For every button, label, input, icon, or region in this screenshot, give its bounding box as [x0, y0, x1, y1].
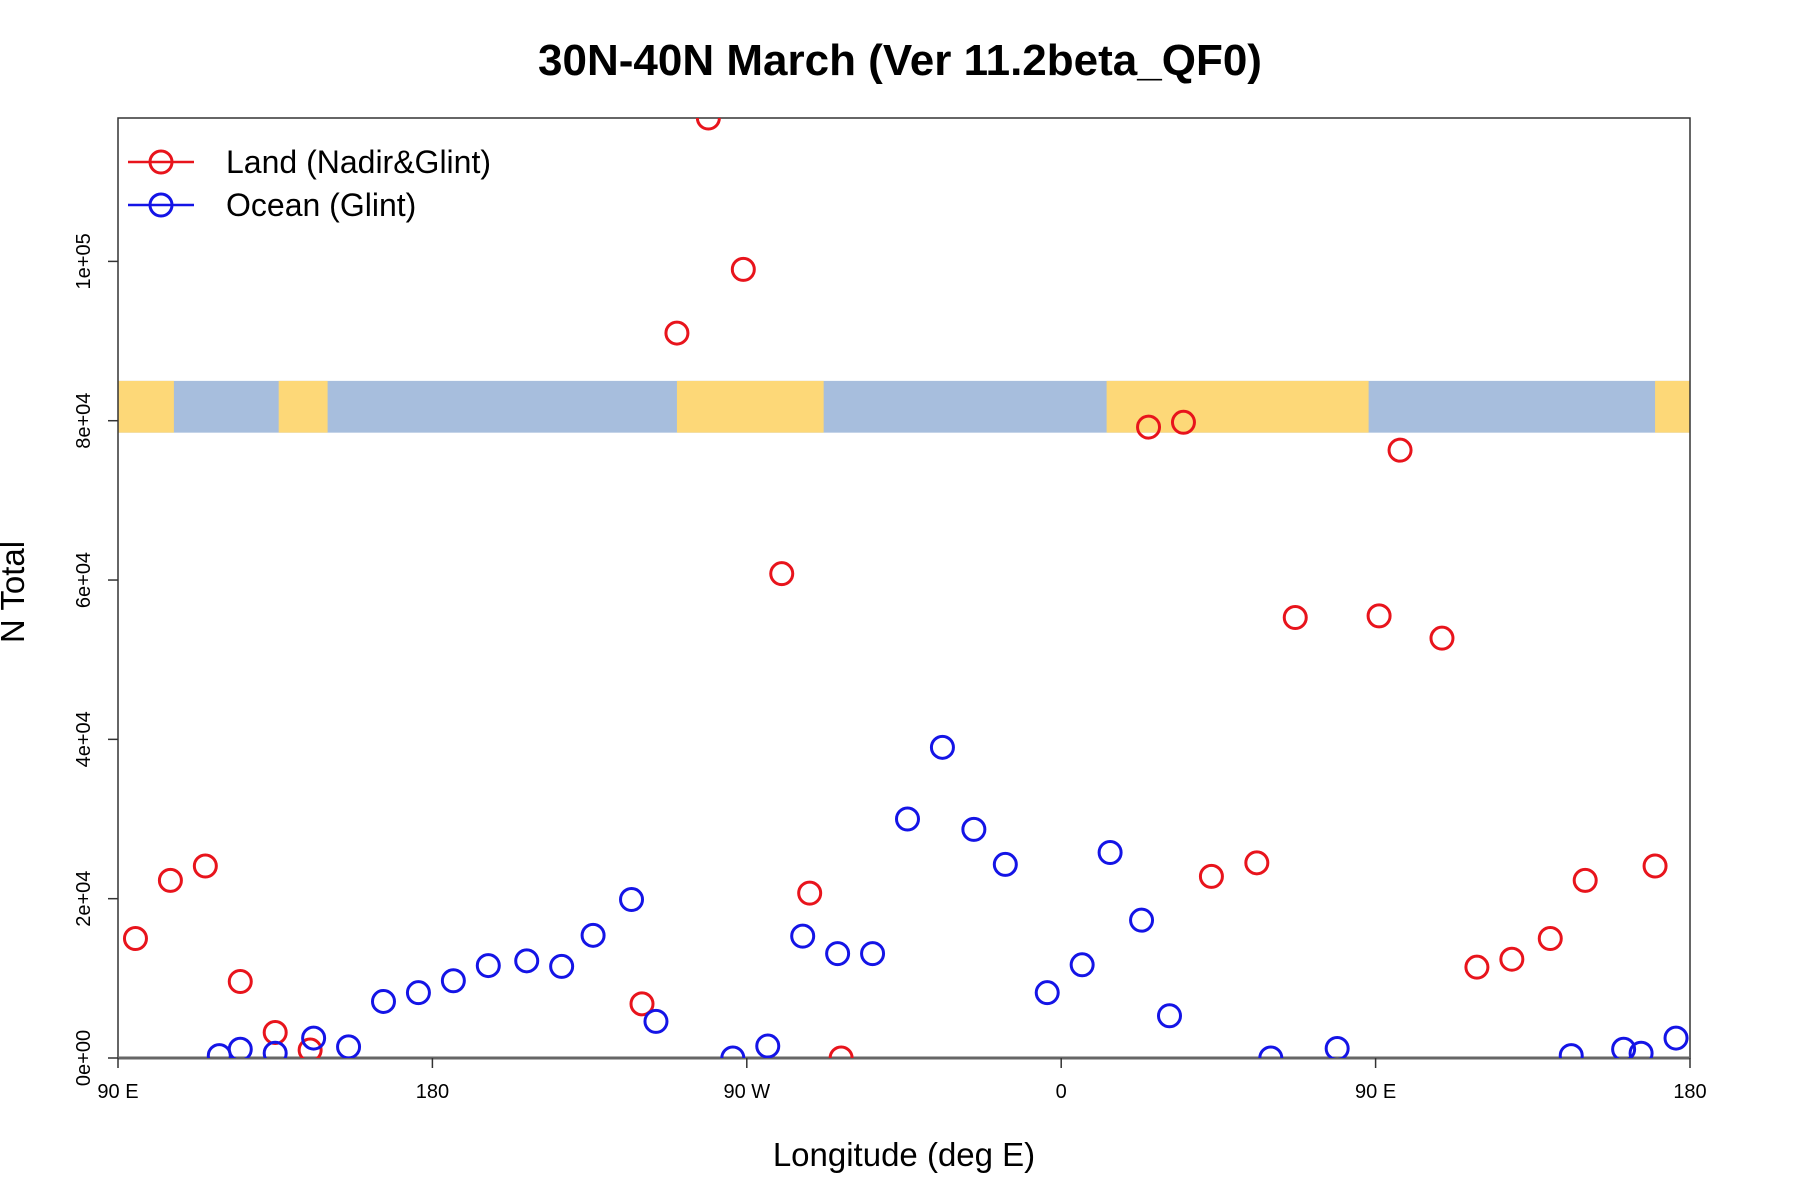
- x-axis-label: Longitude (deg E): [773, 1136, 1035, 1173]
- land-point: [122, 926, 148, 952]
- land-point: [1642, 853, 1668, 879]
- ocean-point: [1628, 1040, 1654, 1058]
- ocean-point: [1034, 980, 1060, 1006]
- x-tick-label-5: 180: [1673, 1081, 1706, 1103]
- ocean-point: [580, 922, 606, 948]
- ocean-point: [336, 1034, 362, 1058]
- ocean-point: [643, 1008, 669, 1034]
- ocean-point: [1097, 839, 1123, 865]
- land-point: [262, 1020, 288, 1046]
- y-axis-label: N Total: [0, 541, 31, 643]
- land-point: [769, 561, 795, 587]
- ocean-point: [1611, 1036, 1637, 1058]
- ocean-point: [405, 980, 431, 1006]
- ocean-point: [262, 1040, 288, 1058]
- land-point: [1749, 1039, 1771, 1061]
- land-point: [828, 1045, 854, 1058]
- legend-label-ocean: Ocean (Glint): [226, 187, 416, 223]
- y-axis: 0e+00 2e+04 4e+04 6e+04 8e+04 1e+05: [73, 233, 118, 1086]
- plot-frame: [117, 117, 1691, 1059]
- land-point: [227, 969, 253, 995]
- legend-label-land: Land (Nadir&Glint): [226, 144, 491, 180]
- ocean-point: [206, 1043, 232, 1058]
- land-point: [1537, 926, 1563, 952]
- ocean-point: [929, 734, 955, 760]
- land-point: [157, 867, 183, 893]
- map-band-land-1: [278, 380, 328, 433]
- ocean-point: [720, 1045, 746, 1058]
- x-tick-label-1: 180: [416, 1081, 449, 1103]
- land-point: [1198, 863, 1224, 889]
- ocean-point: [825, 941, 851, 967]
- y-tick-label-0: 0e+00: [73, 1030, 95, 1086]
- ocean-point: [1770, 982, 1792, 1004]
- land-point: [1170, 409, 1196, 435]
- land-point: [1244, 850, 1270, 876]
- land-point: [1366, 603, 1392, 629]
- ocean-point: [860, 941, 886, 967]
- ocean-point: [894, 806, 920, 832]
- land-point: [1282, 604, 1308, 630]
- x-tick-label-3: 0: [1056, 1081, 1067, 1103]
- land-point: [1731, 1022, 1753, 1044]
- land-point: [1429, 625, 1455, 651]
- ocean-point: [992, 851, 1018, 877]
- ocean-point: [514, 948, 540, 974]
- y-tick-label-3: 6e+04: [73, 552, 95, 608]
- ocean-point: [1069, 952, 1095, 978]
- ocean-point: [619, 886, 645, 912]
- ocean-point: [227, 1036, 253, 1058]
- ocean-point: [961, 816, 987, 842]
- y-tick-label-1: 2e+04: [73, 871, 95, 927]
- y-tick-label-2: 4e+04: [73, 711, 95, 767]
- x-axis: 90 E 180 90 W 0 90 E 180: [97, 1058, 1707, 1103]
- x-tick-label-2: 90 W: [723, 1081, 770, 1103]
- ocean-point: [1129, 907, 1155, 933]
- ocean-point: [1700, 1036, 1722, 1058]
- ocean-point: [1156, 1003, 1182, 1029]
- land-point: [730, 256, 756, 282]
- ocean-point: [790, 923, 816, 949]
- world-map-band: [118, 380, 1690, 433]
- land-point: [1572, 867, 1598, 893]
- y-tick-label-4: 8e+04: [73, 393, 95, 449]
- map-band-land-4: [1655, 380, 1690, 433]
- ocean-point: [1324, 1035, 1350, 1058]
- ocean-point: [1558, 1043, 1584, 1058]
- ocean-point: [1258, 1045, 1284, 1058]
- map-band-land-2: [676, 380, 824, 433]
- land-point: [664, 320, 690, 346]
- chart-title: 30N-40N March (Ver 11.2beta_QF0): [538, 36, 1262, 85]
- map-band-land-3: [1106, 380, 1369, 433]
- data-points: [122, 118, 1792, 1061]
- ocean-point: [370, 988, 396, 1014]
- ocean-point: [475, 953, 501, 979]
- land-point: [797, 880, 823, 906]
- land-point: [629, 991, 655, 1017]
- map-band-land-0: [118, 380, 174, 433]
- land-point: [695, 118, 721, 131]
- land-point: [192, 853, 218, 879]
- land-point: [1136, 414, 1162, 440]
- legend-marker-land: [148, 149, 174, 175]
- legend-marker-ocean: [148, 192, 174, 218]
- ocean-point: [1735, 990, 1757, 1012]
- x-tick-label-4: 90 E: [1355, 1081, 1396, 1103]
- ocean-point: [1663, 1025, 1689, 1051]
- x-tick-label-0: 90 E: [97, 1081, 138, 1103]
- ocean-point: [755, 1033, 781, 1058]
- legend: Land (Nadir&Glint) Ocean (Glint): [128, 144, 491, 223]
- land-point: [1464, 954, 1490, 980]
- ocean-point: [301, 1025, 327, 1051]
- y-tick-label-5: 1e+05: [73, 233, 95, 289]
- ocean-point: [549, 953, 575, 979]
- land-point: [1387, 437, 1413, 463]
- land-point: [297, 1037, 323, 1058]
- land-point: [1693, 971, 1715, 993]
- ocean-point: [440, 968, 466, 994]
- map-band-ocean: [118, 380, 1690, 433]
- land-point: [1499, 946, 1525, 972]
